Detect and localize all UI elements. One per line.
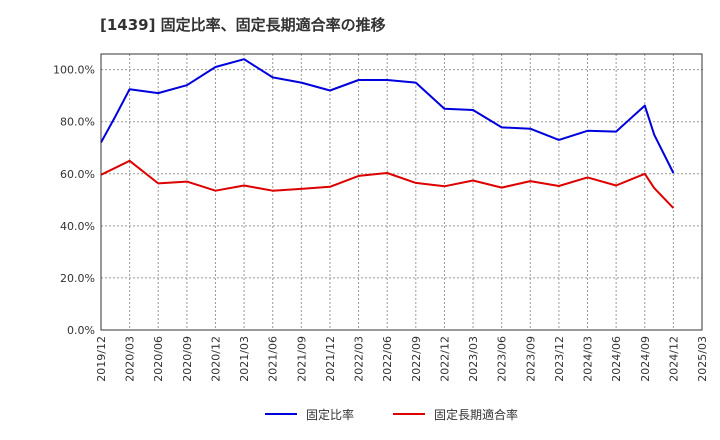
x-tick-label: 2022/03 <box>353 336 366 382</box>
x-tick-label: 2024/06 <box>610 336 623 382</box>
x-tick-label: 2021/12 <box>324 336 337 382</box>
legend-label-long-term-fitness: 固定長期適合率 <box>434 407 518 422</box>
x-tick-label: 2025/03 <box>696 336 709 382</box>
y-tick-label: 100.0% <box>53 64 95 77</box>
y-tick-label: 80.0% <box>60 116 95 129</box>
x-tick-label: 2023/03 <box>467 336 480 382</box>
x-tick-label: 2019/12 <box>95 336 108 382</box>
x-tick-label: 2021/06 <box>267 336 280 382</box>
x-tick-label: 2021/03 <box>238 336 251 382</box>
legend: 固定比率 固定長期適合率 <box>265 407 518 422</box>
x-tick-label: 2020/09 <box>181 336 194 382</box>
series-line-0 <box>100 58 675 174</box>
x-axis-ticks: 2019/12 2020/03 2020/06 2020/09 2020/12 2021/… <box>95 336 709 382</box>
y-axis-ticks: 0.0% 20.0% 40.0% 60.0% 80.0% 100.0% <box>53 64 95 337</box>
series-lines <box>100 58 675 209</box>
x-tick-label: 2021/09 <box>295 336 308 382</box>
series-line-1 <box>100 159 675 209</box>
x-tick-label: 2023/12 <box>553 336 566 382</box>
grid <box>100 54 703 331</box>
x-tick-label: 2020/06 <box>152 336 165 382</box>
chart-title: [1439] 固定比率、固定長期適合率の推移 <box>100 16 386 34</box>
legend-label-fixed-ratio: 固定比率 <box>306 407 354 422</box>
y-tick-label: 60.0% <box>60 168 95 181</box>
x-tick-label: 2024/12 <box>667 336 680 382</box>
x-tick-label: 2020/03 <box>124 336 137 382</box>
x-tick-label: 2023/06 <box>496 336 509 382</box>
x-tick-label: 2020/12 <box>209 336 222 382</box>
x-tick-label: 2023/09 <box>524 336 537 382</box>
x-tick-label: 2022/06 <box>381 336 394 382</box>
x-tick-label: 2024/09 <box>639 336 652 382</box>
plot-frame <box>100 53 703 331</box>
y-tick-label: 20.0% <box>60 272 95 285</box>
y-tick-label: 40.0% <box>60 220 95 233</box>
y-tick-label: 0.0% <box>67 324 95 337</box>
x-tick-label: 2024/03 <box>582 336 595 382</box>
x-tick-label: 2022/12 <box>438 336 451 382</box>
x-tick-label: 2022/09 <box>410 336 423 382</box>
